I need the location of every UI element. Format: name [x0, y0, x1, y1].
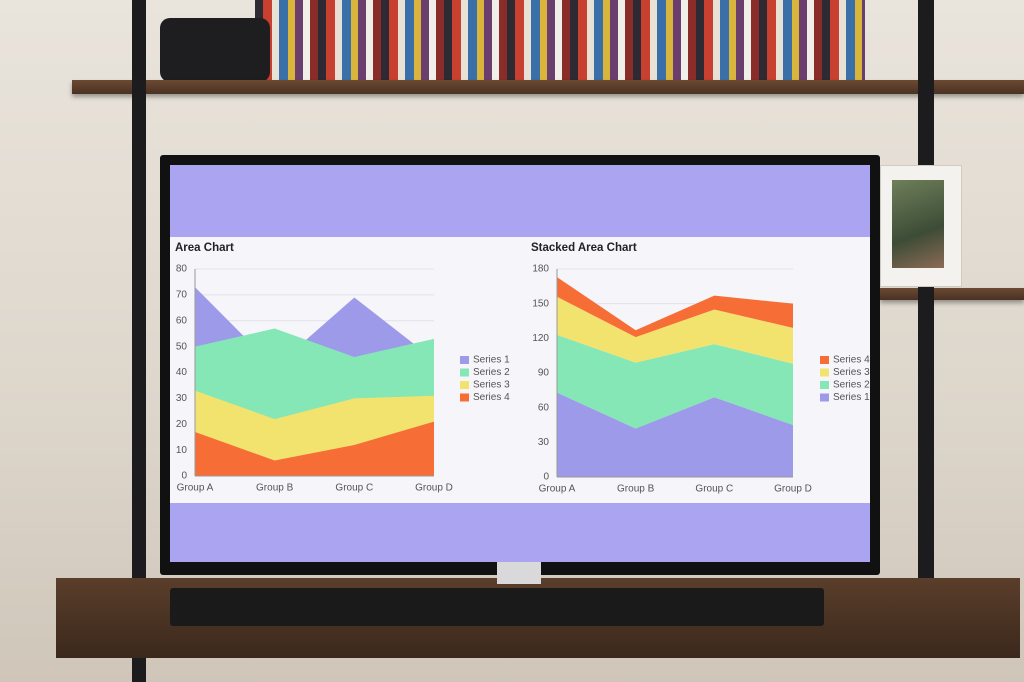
y-tick-label: 30: [538, 437, 550, 448]
y-tick-label: 60: [176, 315, 188, 326]
shelf: [72, 80, 1024, 94]
x-tick-label: Group D: [415, 483, 453, 494]
y-tick-label: 20: [176, 419, 188, 430]
legend-swatch: [460, 368, 469, 377]
y-tick-label: 40: [176, 367, 188, 378]
soundbar: [170, 588, 824, 626]
legend-swatch: [820, 368, 829, 377]
charts: Area Chart 0 10 20 30 40 50 60 70 80 Group A Group …: [175, 242, 870, 495]
chart-title: Area Chart: [175, 242, 234, 254]
area: [557, 277, 793, 338]
x-tick-label: Group B: [256, 483, 294, 494]
chart-title: Stacked Area Chart: [531, 242, 637, 254]
legend-label: Series 3: [833, 367, 870, 378]
x-tick-label: Group B: [617, 484, 655, 495]
photo: [892, 180, 944, 268]
legend-swatch: [820, 393, 829, 402]
y-tick-label: 80: [176, 264, 188, 275]
y-tick-label: 30: [176, 393, 188, 404]
y-tick-label: 90: [538, 368, 550, 379]
legend-swatch: [820, 381, 829, 389]
legend-label: Series 4: [833, 355, 870, 366]
y-tick-label: 0: [181, 471, 187, 482]
x-tick-label: Group A: [177, 483, 214, 494]
legend-label: Series 4: [473, 392, 510, 403]
y-tick-label: 10: [176, 445, 188, 456]
pole: [918, 0, 934, 600]
legend-label: Series 1: [833, 392, 870, 403]
legend-swatch: [460, 356, 469, 364]
legend-label: Series 3: [473, 380, 510, 391]
pole: [132, 0, 146, 682]
x-tick-label: Group C: [695, 484, 733, 495]
y-tick-label: 60: [538, 402, 550, 413]
y-tick-label: 180: [532, 264, 549, 275]
shelf: [880, 288, 1024, 300]
y-tick-label: 120: [532, 333, 549, 344]
books: [255, 0, 865, 84]
area: [195, 421, 434, 476]
x-tick-label: Group C: [335, 483, 373, 494]
legend-label: Series 1: [473, 355, 510, 366]
y-tick-label: 50: [176, 341, 188, 352]
area: [557, 392, 793, 477]
area: [557, 296, 793, 364]
x-tick-label: Group A: [539, 484, 576, 495]
y-tick-label: 70: [176, 290, 188, 301]
y-tick-label: 150: [532, 298, 549, 309]
legend-label: Series 2: [833, 380, 870, 391]
legend-label: Series 2: [473, 367, 510, 378]
legend-swatch: [460, 381, 469, 389]
legend-swatch: [820, 356, 829, 364]
camera: [160, 18, 270, 82]
legend-swatch: [460, 393, 469, 402]
x-tick-label: Group D: [774, 484, 812, 495]
area: [557, 334, 793, 429]
tv-stand: [497, 562, 541, 584]
y-tick-label: 0: [543, 472, 549, 483]
